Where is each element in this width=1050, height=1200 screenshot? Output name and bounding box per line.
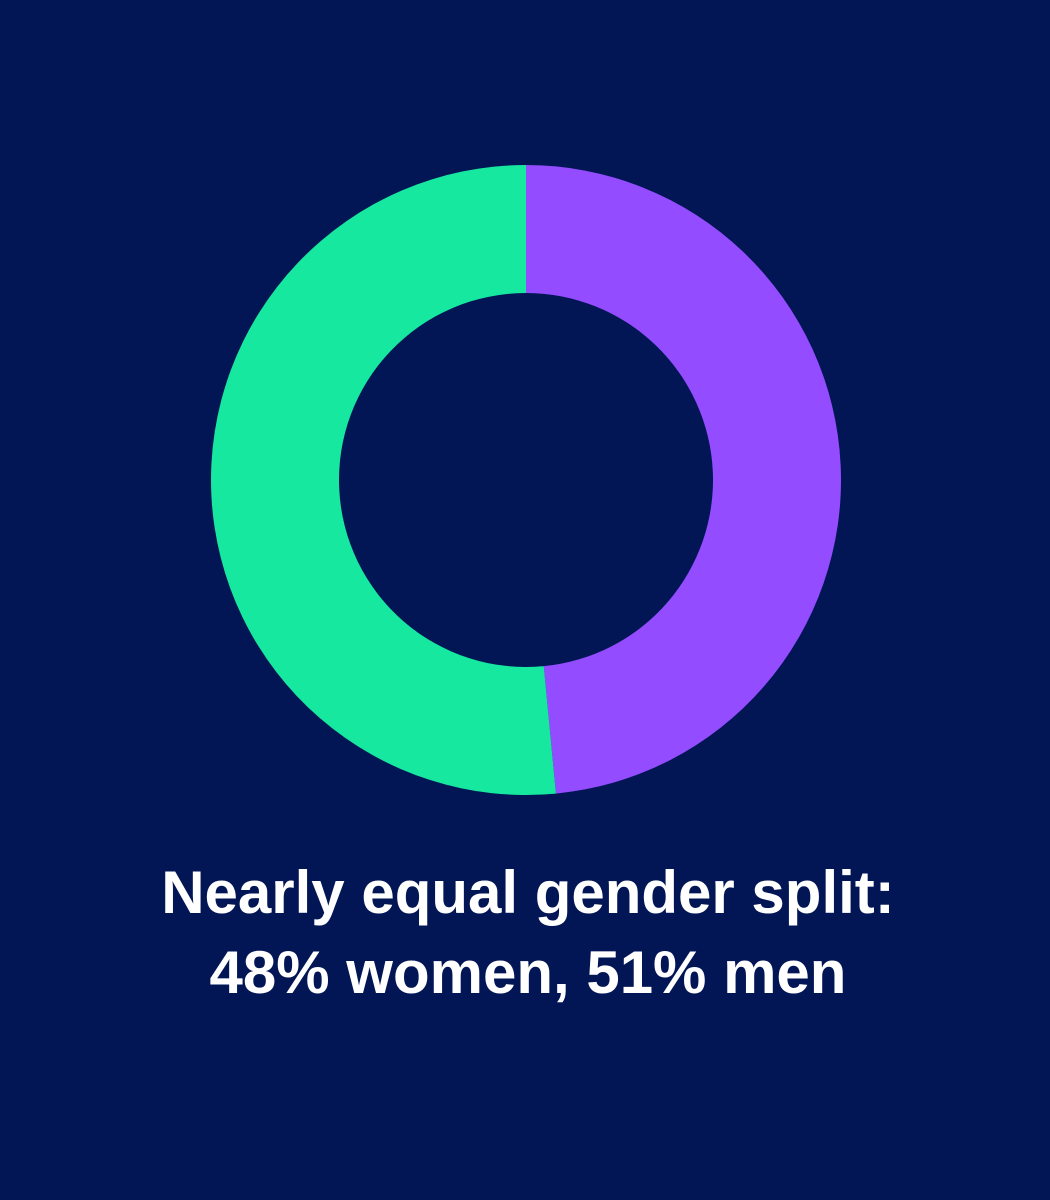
donut-segment: [211, 165, 556, 795]
donut-segment: [526, 165, 842, 794]
chart-title-line: 48% women, 51% men: [210, 939, 847, 1006]
chart-title-line: Nearly equal gender split:: [161, 859, 895, 926]
